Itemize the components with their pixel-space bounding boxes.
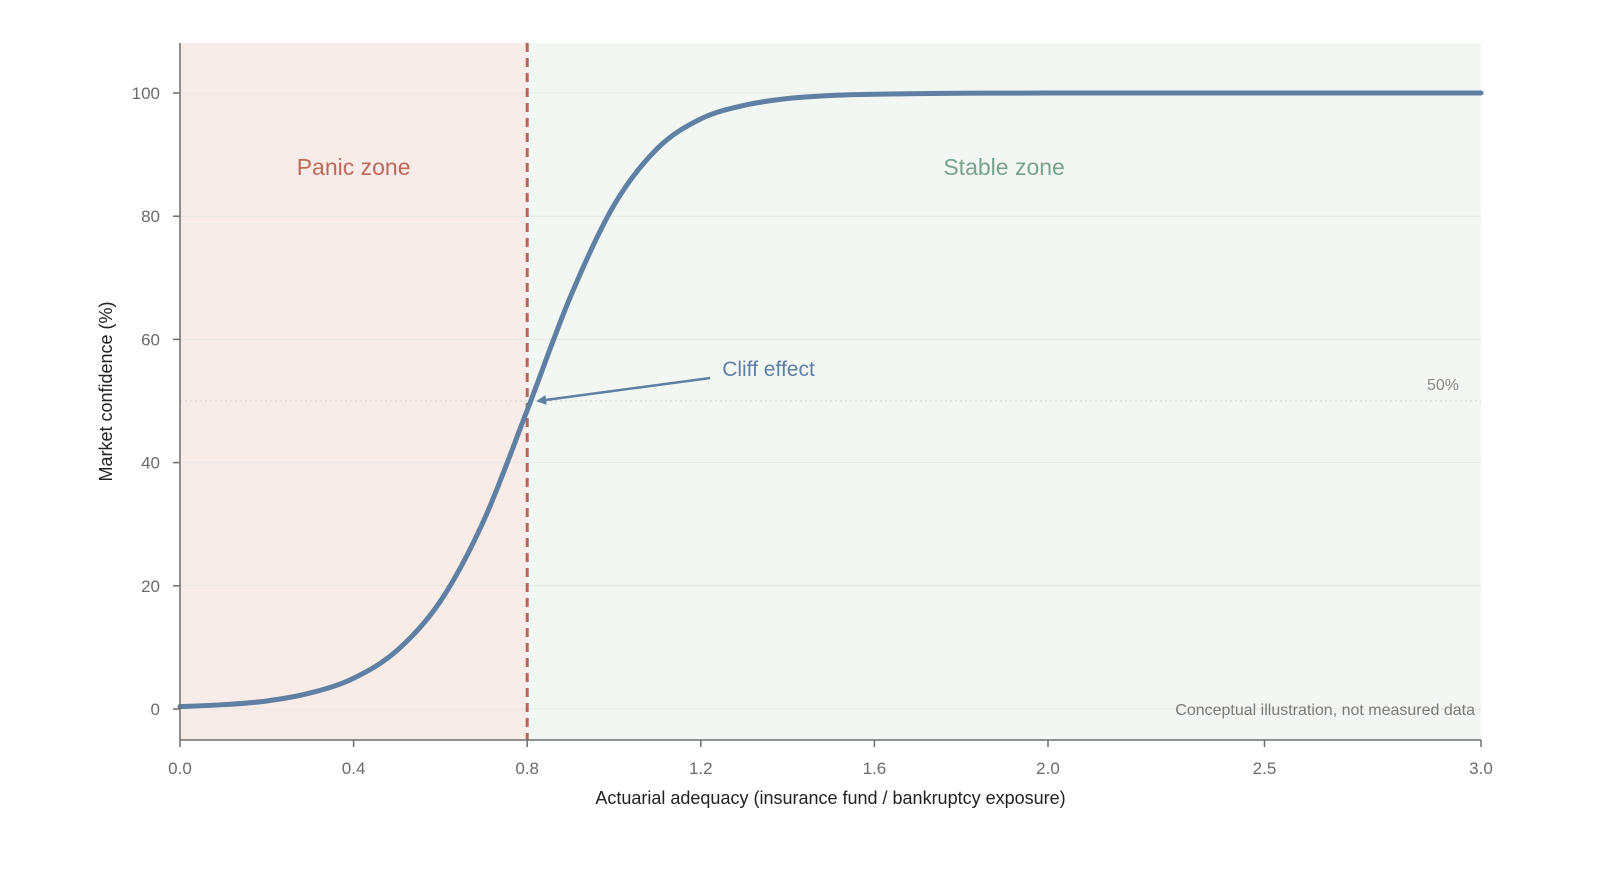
panic-zone-label: Panic zone — [297, 154, 411, 180]
x-tick-label: 3.0 — [1469, 759, 1493, 778]
x-tick-label: 0.0 — [168, 759, 192, 778]
x-tick-label: 2.5 — [1253, 759, 1277, 778]
zone-region-0 — [180, 43, 528, 740]
cliff-effect-label: Cliff effect — [722, 358, 815, 381]
reference-line-label: 50% — [1427, 377, 1459, 394]
zone-region-1 — [527, 43, 1481, 740]
y-tick-label: 40 — [141, 454, 160, 473]
x-tick-label: 2.0 — [1036, 759, 1060, 778]
y-tick-label: 80 — [141, 207, 160, 226]
y-tick-label: 60 — [141, 330, 160, 349]
x-tick-label: 1.6 — [863, 759, 887, 778]
y-tick-label: 100 — [132, 84, 160, 103]
x-axis-title: Actuarial adequacy (insurance fund / ban… — [595, 788, 1065, 808]
cliff-effect-arrow — [536, 376, 711, 405]
y-tick-label: 0 — [151, 700, 160, 719]
x-ticks: 0.0 0.4 0.8 1.2 1.6 2.0 2.5 3.0 — [168, 740, 1493, 778]
x-tick-label: 0.4 — [342, 759, 366, 778]
stable-zone-label: Stable zone — [943, 154, 1064, 180]
chart-note: Conceptual illustration, not measured da… — [1175, 702, 1475, 719]
y-tick-label: 20 — [141, 577, 160, 596]
y-axis-title: Market confidence (%) — [96, 301, 116, 481]
zone-regions — [180, 43, 1481, 740]
y-ticks: 0 20 40 60 80 100 — [132, 84, 180, 719]
x-tick-label: 1.2 — [689, 759, 713, 778]
confidence-curve — [177, 90, 1484, 710]
x-tick-label: 0.8 — [515, 759, 539, 778]
